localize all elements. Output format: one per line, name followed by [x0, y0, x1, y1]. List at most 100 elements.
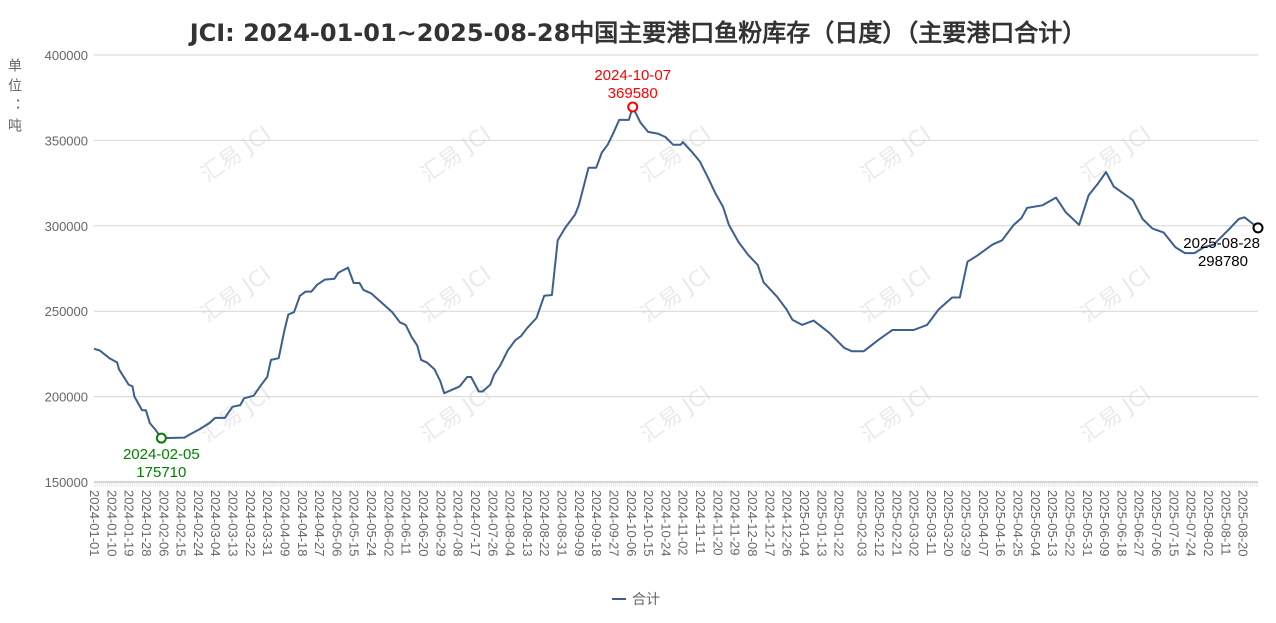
- x-tick-label: 2024-06-02: [381, 490, 396, 557]
- x-tick-label: 2024-01-01: [87, 490, 102, 557]
- x-tick-label: 2025-08-11: [1218, 490, 1233, 556]
- grid: [94, 54, 1258, 483]
- x-tick-label: 2025-05-31: [1080, 490, 1095, 557]
- annotation-marker-last: [1252, 222, 1264, 234]
- x-tick-label: 2024-10-06: [624, 490, 639, 557]
- x-tick-label: 2024-03-04: [208, 490, 223, 557]
- x-tick-label: 2025-08-02: [1201, 490, 1216, 557]
- x-tick-label: 2025-06-18: [1114, 490, 1129, 557]
- x-tick-label: 2025-07-24: [1184, 490, 1199, 557]
- x-tick-label: 2024-04-27: [312, 490, 327, 557]
- x-tick-label: 2025-02-03: [855, 490, 870, 557]
- x-tick-label: 2024-09-09: [572, 490, 587, 557]
- annotation-date: 2025-08-28: [1183, 235, 1260, 252]
- x-tick-label: 2024-04-09: [277, 490, 292, 557]
- x-tick-label: 2024-03-22: [243, 490, 258, 557]
- x-tick-label: 2024-10-15: [641, 490, 656, 557]
- annotation-date: 2024-10-07: [594, 67, 671, 84]
- x-tick-label: 2024-08-04: [503, 490, 518, 557]
- x-tick-label: 2025-04-07: [976, 490, 991, 557]
- chart-title: JCI: 2024-01-01~2025-08-28中国主要港口鱼粉库存（日度）…: [188, 19, 1087, 47]
- x-tick-label: 2025-01-22: [832, 490, 847, 557]
- x-tick-label: 2025-03-11: [924, 490, 939, 556]
- x-tick-label: 2025-03-29: [959, 490, 974, 557]
- x-tick-label: 2024-10-24: [658, 490, 673, 557]
- watermark: 汇易 JCI: [857, 122, 936, 188]
- series-line: [93, 106, 1259, 440]
- x-tick-label: 2024-03-13: [226, 490, 241, 557]
- watermark: 汇易 JCI: [1077, 122, 1156, 188]
- x-tick-label: 2024-02-24: [191, 490, 206, 557]
- x-tick-label: 2025-05-22: [1062, 490, 1077, 557]
- x-tick-label: 2025-04-25: [1011, 490, 1026, 557]
- x-tick-label: 2024-05-06: [329, 490, 344, 557]
- x-tick-label: 2024-01-19: [122, 490, 137, 557]
- x-tick-label: 2025-06-09: [1097, 490, 1112, 557]
- y-tick-label: 150000: [45, 475, 88, 490]
- x-tick-label: 2024-11-02: [676, 490, 691, 556]
- x-tick-label: 2024-03-31: [260, 490, 275, 557]
- x-tick-label: 2024-12-17: [762, 490, 777, 557]
- y-tick-label: 300000: [45, 219, 88, 234]
- watermark: 汇易 JCI: [857, 382, 936, 448]
- watermark: 汇易 JCI: [637, 382, 716, 448]
- x-tick-label: 2025-07-15: [1166, 490, 1181, 557]
- x-tick-label: 2024-08-22: [537, 490, 552, 557]
- x-tick-label: 2024-07-08: [451, 490, 466, 557]
- annotation-date: 2024-02-05: [123, 446, 200, 463]
- annotation-marker-max: [627, 101, 639, 113]
- x-tick-label: 2024-11-11: [693, 490, 708, 555]
- x-tick-label: 2024-09-18: [589, 490, 604, 557]
- x-tick-label: 2024-09-27: [606, 490, 621, 557]
- watermark: 汇易 JCI: [637, 262, 716, 328]
- x-tick-label: 2025-03-20: [941, 490, 956, 557]
- x-tick-label: 2024-05-24: [364, 490, 379, 557]
- x-tick-label: 2024-02-06: [156, 490, 171, 557]
- watermark: 汇易 JCI: [417, 262, 496, 328]
- annotation-value: 298780: [1198, 253, 1248, 270]
- legend[interactable]: 合计: [612, 591, 660, 607]
- y-axis-label: 单位：吨: [6, 58, 22, 138]
- y-tick-label: 250000: [45, 304, 88, 319]
- x-tick-label: 2024-05-15: [347, 490, 362, 557]
- x-tick-label: 2025-05-04: [1028, 490, 1043, 557]
- watermark: 汇易 JCI: [417, 382, 496, 448]
- x-tick-label: 2025-06-27: [1132, 490, 1147, 557]
- watermark: 汇易 JCI: [1077, 262, 1156, 328]
- x-tick-label: 2025-03-02: [907, 490, 922, 557]
- x-tick-label: 2025-02-12: [872, 490, 887, 557]
- annotation-marker-min: [155, 432, 167, 444]
- x-tick-label: 2025-01-13: [814, 490, 829, 557]
- annotation-value: 369580: [608, 85, 658, 102]
- x-tick-label: 2024-06-29: [433, 490, 448, 557]
- y-axis: 150000 200000 250000 300000 350000 400000: [45, 48, 88, 490]
- x-tick-label: 2024-01-28: [139, 490, 154, 557]
- x-tick-label: 2024-11-20: [710, 490, 725, 556]
- x-tick-label: 2024-04-18: [295, 490, 310, 557]
- annotation-value: 175710: [136, 464, 186, 481]
- x-tick-label: 2025-08-20: [1236, 490, 1251, 557]
- x-tick-label: 2024-08-31: [555, 490, 570, 557]
- watermark: 汇易 JCI: [1077, 382, 1156, 448]
- x-tick-label: 2024-12-26: [780, 490, 795, 557]
- x-axis: 2024-01-01 2024-01-10 2024-01-19 2024-01-28…: [87, 482, 1259, 557]
- watermarks: 汇易 JCI 汇易 JCI 汇易 JCI 汇易 JCI 汇易 JCI 汇易 JCI 汇易 J…: [197, 122, 1156, 448]
- x-tick-label: 2024-06-11: [399, 490, 414, 556]
- x-tick-label: 2024-01-10: [104, 490, 119, 557]
- x-tick-label: 2025-07-06: [1149, 490, 1164, 557]
- watermark: 汇易 JCI: [417, 122, 496, 188]
- watermark: 汇易 JCI: [197, 382, 276, 448]
- x-tick-label: 2024-07-26: [485, 490, 500, 557]
- x-tick-label: 2025-01-04: [797, 490, 812, 557]
- legend-label: 合计: [632, 591, 660, 607]
- x-tick-label: 2024-06-20: [416, 490, 431, 557]
- watermark: 汇易 JCI: [197, 122, 276, 188]
- x-tick-label: 2024-02-15: [174, 490, 189, 557]
- x-tick-label: 2024-07-17: [468, 490, 483, 557]
- y-tick-label: 200000: [45, 390, 88, 405]
- x-tick-label: 2024-11-29: [728, 490, 743, 556]
- x-tick-label: 2025-02-21: [889, 490, 904, 557]
- x-tick-label: 2024-08-13: [520, 490, 535, 557]
